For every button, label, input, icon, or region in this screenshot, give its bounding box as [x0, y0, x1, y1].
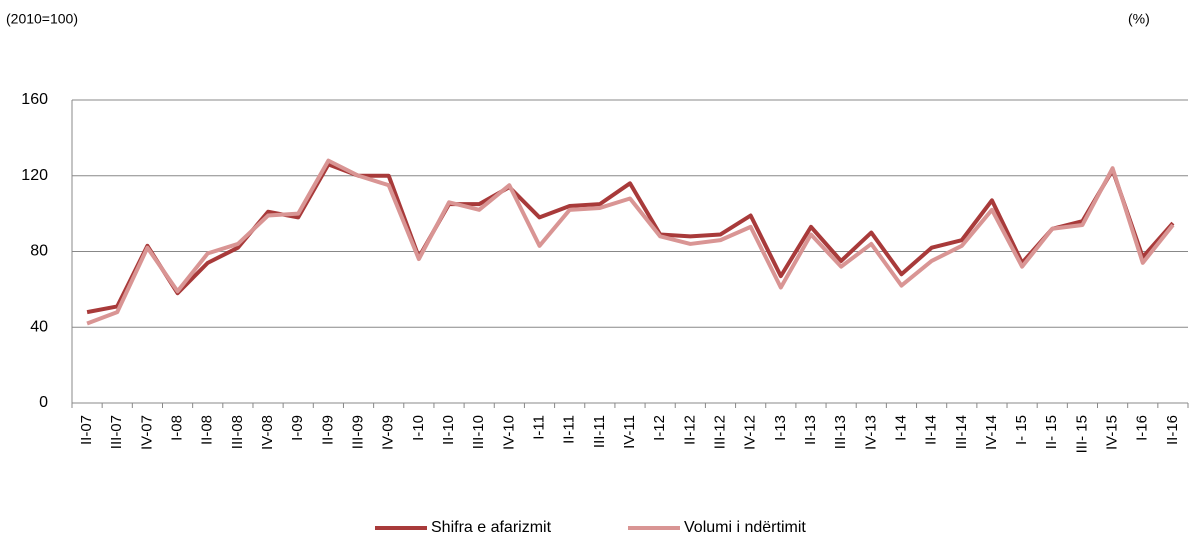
x-tick-label: III-11 [591, 415, 608, 448]
y-tick-label: 40 [30, 318, 48, 335]
x-tick-label: II-09 [319, 415, 336, 445]
x-tick-label: I-16 [1134, 415, 1151, 441]
x-tick-label: II-16 [1164, 415, 1181, 445]
x-tick-label: III-09 [350, 415, 367, 449]
x-tick-label: II-07 [78, 415, 95, 445]
x-tick-label: IV-13 [862, 415, 879, 450]
x-tick-label: I-08 [169, 415, 186, 441]
x-tick-label: II-08 [199, 415, 216, 445]
x-tick-label: II- 15 [1043, 415, 1060, 449]
x-tick-label: II-13 [802, 415, 819, 445]
chart-subtitle: (2010=100) [6, 11, 78, 27]
x-tick-label: I-09 [289, 415, 306, 441]
x-tick-label: IV-12 [742, 415, 759, 450]
x-tick-label: II-11 [561, 415, 578, 444]
line-series [86, 158, 1175, 326]
x-tick-label: II-12 [681, 415, 698, 445]
x-tick-label: III-10 [470, 415, 487, 449]
x-tick-label: IV-15 [1104, 415, 1121, 450]
x-tick-label: III-14 [953, 415, 970, 449]
x-tick-label: IV-14 [983, 415, 1000, 450]
x-tick-label: III-07 [108, 415, 125, 449]
x-tick-label: I-13 [772, 415, 789, 441]
legend-label: Shifra e afarizmit [431, 519, 552, 536]
y-tick-label: 80 [30, 243, 48, 260]
x-tick-label: I-11 [530, 415, 547, 440]
y-tick-label: 120 [21, 167, 48, 184]
x-tick-label: IV-09 [380, 415, 397, 450]
x-tick-label: III-13 [832, 415, 849, 449]
x-tick-label: IV-11 [621, 415, 638, 449]
x-tick-label: II-14 [923, 415, 940, 445]
x-tick-label: II-10 [440, 415, 457, 445]
x-tick-label: III-12 [711, 415, 728, 449]
y-unit: (%) [1128, 11, 1150, 27]
line-series [86, 162, 1175, 315]
x-tick-label: I-10 [410, 415, 427, 441]
x-tick-label: I-14 [892, 415, 909, 441]
y-tick-label: 0 [39, 394, 48, 411]
y-tick-label: 160 [21, 91, 48, 108]
x-tick-label: I- 15 [1013, 415, 1030, 445]
legend-label: Volumi i ndërtimit [684, 519, 806, 536]
x-tick-label: I-12 [651, 415, 668, 441]
x-tick-label: III-08 [229, 415, 246, 449]
x-tick-label: IV-10 [500, 415, 517, 450]
x-tick-label: IV-07 [138, 415, 155, 450]
x-tick-label: IV-08 [259, 415, 276, 450]
x-tick-label: III- 15 [1073, 415, 1090, 453]
